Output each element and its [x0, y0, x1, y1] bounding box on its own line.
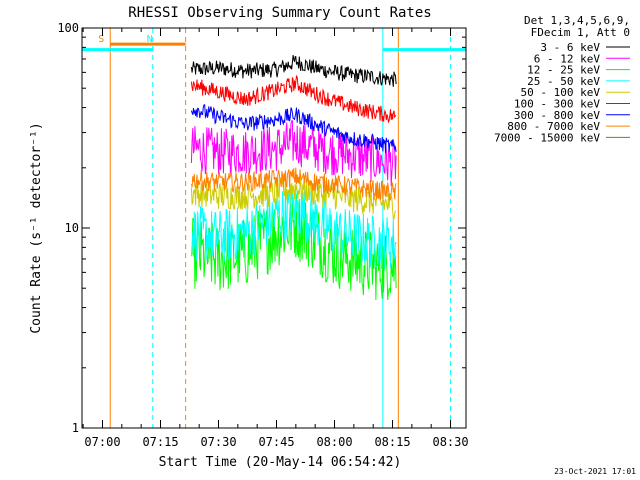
series-line [190, 74, 397, 124]
x-tick-label: 08:00 [316, 435, 352, 449]
series-line [190, 175, 397, 220]
series-line [190, 187, 397, 270]
legend-label: 800 - 7000 keV [507, 120, 600, 133]
x-tick-label: 08:30 [432, 435, 468, 449]
x-tick-label: 08:15 [374, 435, 410, 449]
legend: Det 1,3,4,5,6,9,FDecim 1, Att 0 3 - 6 keV… [494, 14, 630, 144]
x-tick-label: 07:30 [200, 435, 236, 449]
legend-header: Det 1,3,4,5,6,9, [524, 14, 630, 27]
marker-label-n: N [147, 34, 153, 45]
series-line [190, 104, 397, 153]
marker-label-s: S [98, 34, 104, 45]
x-axis-label: Start Time (20-May-14 06:54:42) [159, 455, 402, 470]
legend-label: 7000 - 15000 keV [494, 131, 600, 144]
legend-label: 6 - 12 keV [534, 52, 601, 65]
y-axis-label: Count Rate (s⁻¹ detector⁻¹) [29, 122, 44, 333]
series-line [190, 167, 397, 202]
legend-label: 300 - 800 keV [514, 109, 600, 122]
legend-label: 100 - 300 keV [514, 98, 600, 111]
chart-title: RHESSI Observing Summary Count Rates [128, 5, 431, 21]
footer-timestamp: 23-Oct-2021 17:01 [554, 467, 636, 476]
series-line [190, 55, 397, 87]
y-tick-label: 100 [57, 21, 79, 35]
series-line [191, 193, 397, 301]
legend-header: FDecim 1, Att 0 [531, 26, 630, 39]
y-tick-label: 1 [72, 421, 79, 435]
axes: 1 10 100 07:00 07:15 07:30 07:45 08:00 08:15 08:3… [57, 21, 468, 449]
x-tick-label: 07:15 [142, 435, 178, 449]
y-tick-label: 10 [65, 221, 79, 235]
series-line [190, 120, 397, 187]
x-tick-label: 07:00 [84, 435, 120, 449]
legend-label: 25 - 50 keV [527, 75, 600, 88]
legend-label: 3 - 6 keV [540, 41, 600, 54]
x-tick-label: 07:45 [258, 435, 294, 449]
legend-label: 12 - 25 keV [527, 64, 600, 77]
legend-label: 50 - 100 keV [521, 86, 601, 99]
series-group [190, 55, 397, 301]
